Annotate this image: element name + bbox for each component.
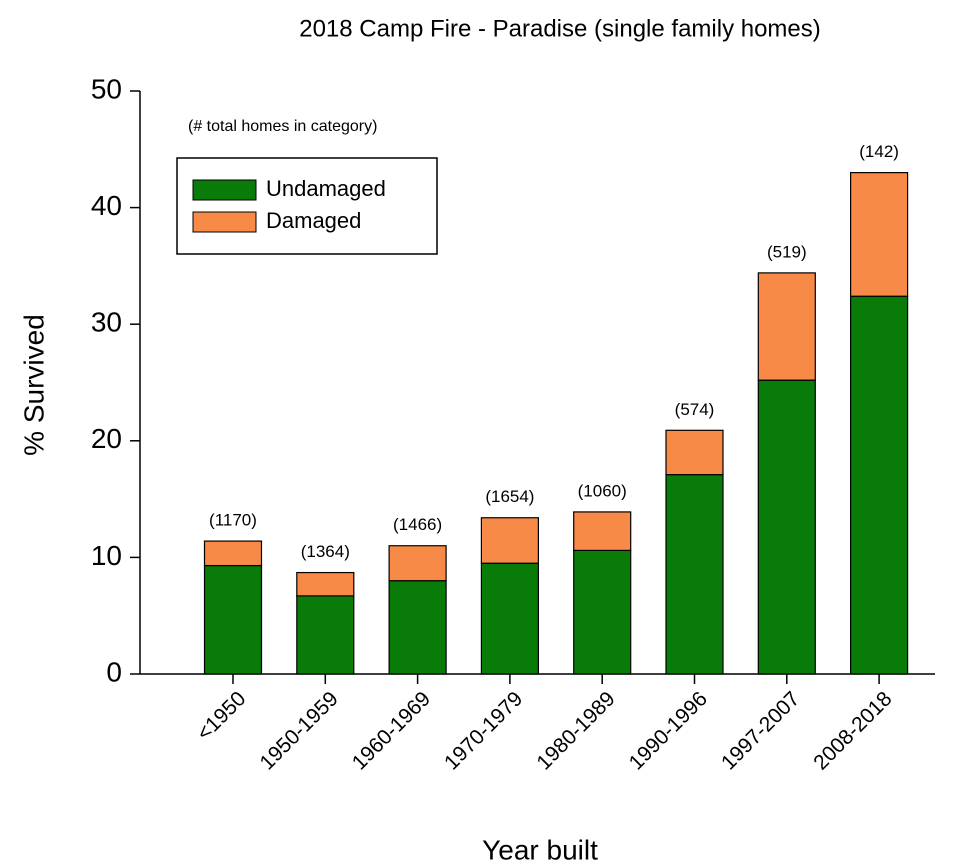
bar-segment bbox=[480, 517, 539, 564]
legend-swatch bbox=[192, 211, 257, 233]
bar-segment bbox=[296, 595, 355, 675]
chart-title: 2018 Camp Fire - Paradise (single family… bbox=[299, 15, 821, 42]
x-tick-label: 1970-1979 bbox=[440, 687, 527, 774]
x-tick-label: 2008-2018 bbox=[809, 687, 896, 774]
bar-segment bbox=[573, 549, 632, 675]
y-tick-label: 10 bbox=[91, 540, 122, 571]
y-tick-label: 20 bbox=[91, 423, 122, 454]
legend-swatch bbox=[192, 179, 257, 201]
bar-segment bbox=[849, 172, 909, 297]
bar-label: (519) bbox=[767, 242, 807, 261]
bar-label: (1060) bbox=[578, 481, 627, 500]
x-axis-label: Year built bbox=[482, 834, 598, 865]
y-axis-label: % Survived bbox=[18, 314, 49, 456]
bar-label: (1170) bbox=[209, 511, 257, 530]
y-tick-label: 0 bbox=[106, 656, 122, 687]
x-tick-label: 1950-1959 bbox=[255, 687, 342, 774]
bar-segment bbox=[757, 379, 816, 675]
bar-segment bbox=[573, 511, 632, 552]
bar-label: (1364) bbox=[301, 542, 350, 561]
bar-segment bbox=[665, 429, 724, 476]
bar-segment bbox=[480, 562, 539, 675]
legend bbox=[176, 157, 438, 255]
bar-label: (1466) bbox=[393, 515, 442, 534]
bar-segment bbox=[388, 545, 447, 582]
bar-segment bbox=[665, 474, 724, 675]
x-tick-label: 1960-1969 bbox=[348, 687, 435, 774]
bar-segment bbox=[203, 564, 263, 675]
bar-label: (142) bbox=[859, 142, 899, 161]
y-tick-label: 30 bbox=[91, 307, 122, 338]
bar-segment bbox=[388, 580, 447, 675]
bar-segment bbox=[849, 295, 909, 675]
legend-label: Damaged bbox=[266, 208, 361, 233]
bar-segment bbox=[757, 272, 816, 381]
x-tick-label: 1990-1996 bbox=[625, 687, 712, 774]
bar-segment bbox=[203, 540, 263, 567]
bar-segment bbox=[296, 571, 355, 597]
legend-label: Undamaged bbox=[266, 176, 386, 201]
x-tick-label: 1980-1989 bbox=[532, 687, 619, 774]
annotation: (# total homes in category) bbox=[188, 118, 377, 135]
bar-label: (574) bbox=[675, 400, 715, 419]
bar-label: (1654) bbox=[485, 487, 534, 506]
x-tick-label: 1997-2007 bbox=[717, 687, 804, 774]
x-tick-label: <1950 bbox=[192, 687, 250, 745]
y-tick-label: 40 bbox=[91, 190, 122, 221]
y-tick-label: 50 bbox=[91, 73, 122, 104]
